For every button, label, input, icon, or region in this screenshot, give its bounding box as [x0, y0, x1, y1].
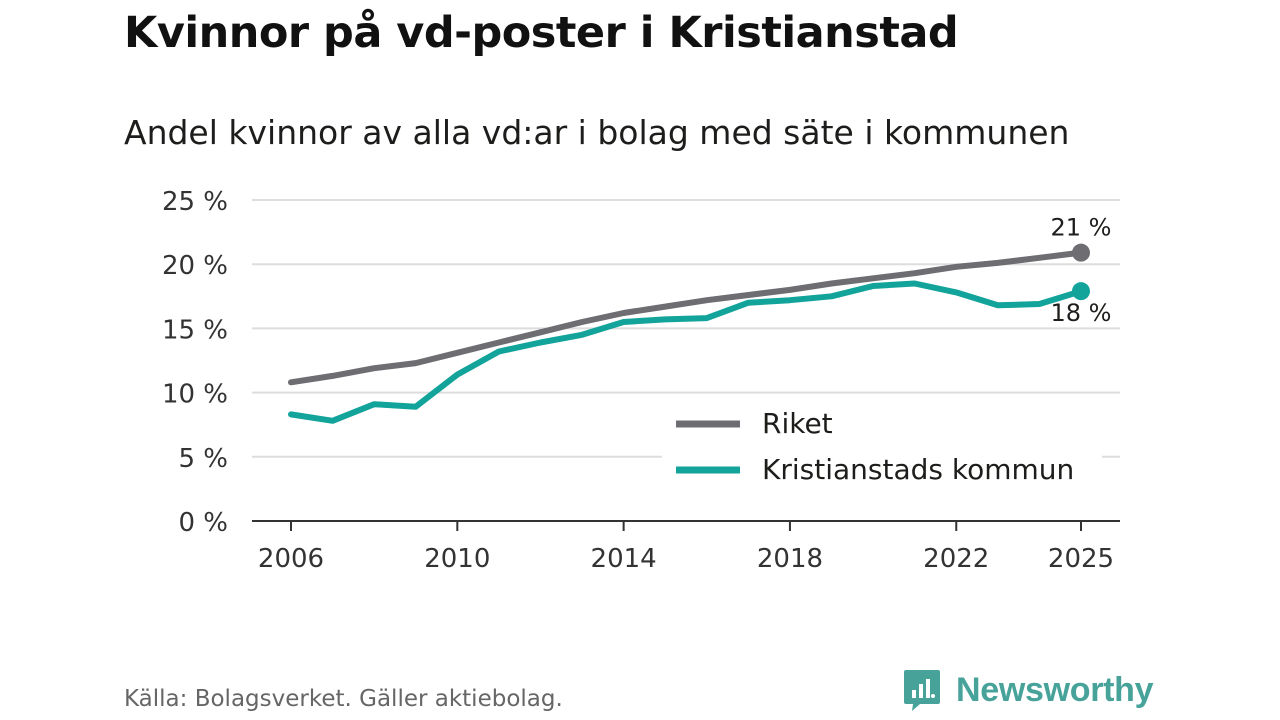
source-note: Källa: Bolagsverket. Gäller aktiebolag. [124, 686, 563, 712]
legend-label: Kristianstads kommun [762, 453, 1074, 486]
brand-logo: Newsworthy [902, 668, 1154, 712]
x-tick-label: 2022 [923, 544, 989, 574]
newsworthy-logo-icon [904, 670, 940, 711]
end-labels: 21 % 18 % [1051, 214, 1112, 328]
y-tick-label: 0 % [178, 508, 228, 538]
series-end-marker [1072, 282, 1090, 301]
series-end-label: 18 % [1051, 299, 1112, 327]
y-tick-label: 20 % [162, 251, 228, 281]
legend: Riket Kristianstads kommun [662, 400, 1102, 495]
y-tick-label: 10 % [162, 380, 228, 410]
chart-title: Kvinnor på vd-poster i Kristianstad [124, 8, 959, 58]
y-tick-label: 5 % [178, 444, 228, 474]
series-end-label: 21 % [1051, 214, 1112, 242]
legend-label: Riket [762, 407, 833, 440]
series-line [288, 280, 1084, 424]
series-line [288, 249, 1084, 386]
x-tick-label: 2014 [591, 544, 657, 574]
x-tick-label: 2025 [1048, 544, 1114, 574]
legend-background [662, 400, 1102, 495]
y-tick-label: 15 % [162, 315, 228, 345]
brand-name: Newsworthy [956, 670, 1154, 709]
series-end-marker [1072, 243, 1090, 262]
x-tick-label: 2010 [424, 544, 490, 574]
y-tick-label: 25 % [162, 187, 228, 217]
axes: 0 % 5 % 10 % 15 % 20 % 25 % 2006 2010 2014 2018 20… [162, 187, 1120, 574]
series [288, 243, 1090, 424]
x-tick-label: 2006 [258, 544, 324, 574]
chart-subtitle: Andel kvinnor av alla vd:ar i bolag med … [124, 113, 1070, 152]
x-tick-label: 2018 [757, 544, 823, 574]
